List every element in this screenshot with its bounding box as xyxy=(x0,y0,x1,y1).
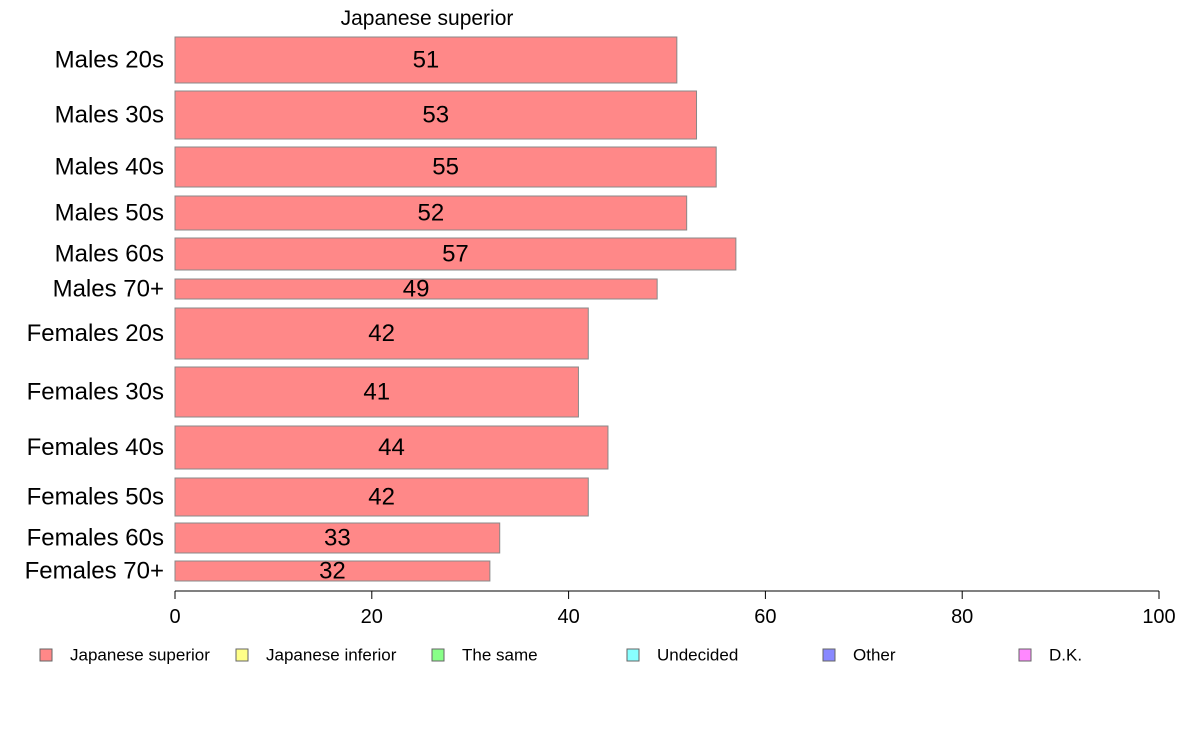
x-tick-label: 80 xyxy=(951,606,973,628)
bar xyxy=(174,366,579,418)
legend: Japanese superior Japanese inferior The sa… xyxy=(39,646,1082,665)
legend-swatch xyxy=(822,648,836,662)
legend-swatch xyxy=(626,648,640,662)
data-label: 55 xyxy=(432,154,459,181)
legend-label: Japanese inferior xyxy=(266,646,397,665)
x-tick-label: 20 xyxy=(361,606,383,628)
x-tick-label: 40 xyxy=(557,606,579,628)
data-label: 32 xyxy=(319,558,346,585)
bar xyxy=(174,522,501,554)
legend-label: Japanese superior xyxy=(70,646,210,665)
data-label: 51 xyxy=(413,47,440,74)
bar xyxy=(174,146,717,188)
category-label: Males 40s xyxy=(55,154,164,181)
legend-label: D.K. xyxy=(1049,646,1082,665)
category-label: Males 30s xyxy=(55,102,164,129)
bar xyxy=(174,477,589,517)
category-label: Males 70+ xyxy=(53,276,164,303)
data-label: 42 xyxy=(368,320,395,347)
data-label: 57 xyxy=(442,241,469,268)
category-label: Females 20s xyxy=(27,320,164,347)
legend-label: Undecided xyxy=(657,646,738,665)
x-axis: 0 20 40 60 80 100 xyxy=(169,590,1176,628)
data-label: 41 xyxy=(363,379,390,406)
category-label: Females 40s xyxy=(27,434,164,461)
legend-swatch xyxy=(235,648,249,662)
legend-swatch xyxy=(39,648,53,662)
bar xyxy=(174,195,688,231)
legend-label: The same xyxy=(462,646,538,665)
category-label: Males 60s xyxy=(55,241,164,268)
category-label: Females 70+ xyxy=(25,558,164,585)
legend-swatch xyxy=(431,648,445,662)
bar xyxy=(174,36,678,84)
category-label: Females 60s xyxy=(27,525,164,552)
bar xyxy=(174,90,698,140)
bars-group: Males 20s 51 Males 30s 53 Males 40s 55 Males 5… xyxy=(25,36,737,585)
legend-swatch xyxy=(1018,648,1032,662)
bar xyxy=(174,278,658,300)
data-label: 33 xyxy=(324,525,351,552)
data-label: 44 xyxy=(378,434,405,461)
chart-title: Japanese superior xyxy=(341,7,514,30)
x-tick-label: 60 xyxy=(754,606,776,628)
data-label: 42 xyxy=(368,484,395,511)
x-tick-label: 100 xyxy=(1142,606,1175,628)
data-label: 49 xyxy=(403,276,430,303)
bar xyxy=(174,560,491,582)
bar xyxy=(174,425,609,470)
bar xyxy=(174,237,737,271)
category-label: Males 20s xyxy=(55,47,164,74)
category-label: Females 50s xyxy=(27,484,164,511)
legend-label: Other xyxy=(853,646,896,665)
category-label: Females 30s xyxy=(27,379,164,406)
data-label: 52 xyxy=(417,200,444,227)
x-tick-label: 0 xyxy=(169,606,180,628)
category-label: Males 50s xyxy=(55,200,164,227)
bar xyxy=(174,307,589,360)
data-label: 53 xyxy=(422,102,449,129)
